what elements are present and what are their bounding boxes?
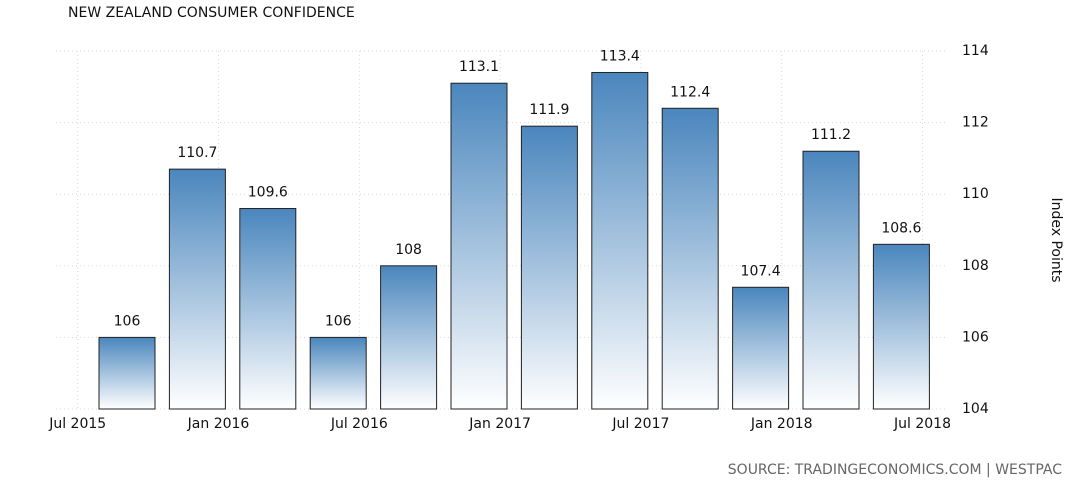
- bar: [732, 286, 790, 410]
- x-tick-label: Jul 2016: [330, 416, 388, 432]
- bar: [168, 168, 226, 410]
- y-tick-label: 114: [962, 43, 989, 59]
- value-label: 111.2: [811, 127, 851, 143]
- value-label: 108.6: [881, 220, 921, 236]
- value-label: 108: [395, 242, 422, 258]
- y-tick-label: 106: [962, 329, 989, 345]
- chart-title: NEW ZEALAND CONSUMER CONFIDENCE: [68, 5, 355, 21]
- y-tick-label: 104: [962, 401, 989, 417]
- bar: [872, 243, 930, 410]
- value-label: 107.4: [741, 263, 781, 279]
- value-label: 113.1: [459, 59, 499, 75]
- value-label: 110.7: [177, 145, 217, 161]
- source: SOURCE: TRADINGECONOMICS.COM | WESTPAC: [728, 462, 1062, 478]
- x-tick-label: Jul 2015: [48, 416, 106, 432]
- value-label: 112.4: [670, 84, 710, 100]
- bar: [309, 336, 367, 410]
- bar: [591, 71, 649, 410]
- value-label: 106: [114, 313, 141, 329]
- bar: [450, 82, 508, 410]
- bar: [239, 208, 297, 410]
- value-label: 113.4: [600, 48, 640, 64]
- x-tick-label: Jan 2016: [187, 416, 250, 432]
- x-tick-label: Jan 2017: [468, 416, 531, 432]
- x-tick-label: Jan 2018: [750, 416, 813, 432]
- x-tick-label: Jul 2017: [611, 416, 669, 432]
- value-label: 106: [325, 313, 352, 329]
- y-axis-label: Index Points: [1048, 197, 1064, 282]
- bar: [98, 336, 156, 410]
- y-tick-label: 112: [962, 115, 989, 131]
- bar: [802, 150, 860, 410]
- bar: [661, 107, 719, 410]
- value-label: 109.6: [248, 185, 288, 201]
- x-tick-label: Jul 2018: [893, 416, 951, 432]
- bar: [520, 125, 578, 410]
- bar: [380, 265, 438, 410]
- value-label: 111.9: [529, 102, 569, 118]
- y-tick-label: 110: [962, 186, 989, 202]
- y-tick-label: 108: [962, 258, 989, 274]
